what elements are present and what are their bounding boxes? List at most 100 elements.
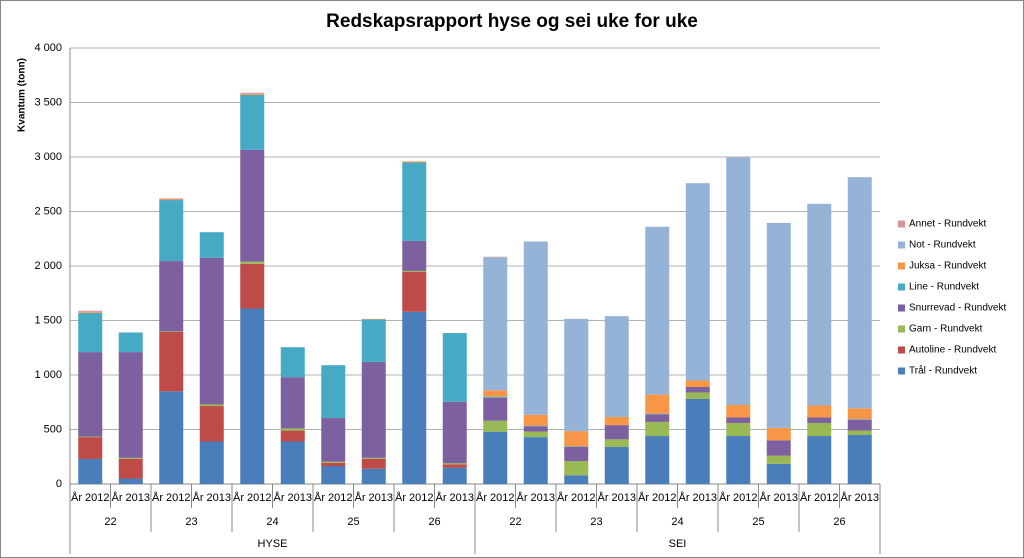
x-tick-label: År 2013 — [759, 491, 798, 504]
bar-segment — [847, 177, 872, 409]
bar-segment — [78, 312, 103, 353]
x-tick-label: År 2012 — [638, 491, 677, 504]
bar-segment — [118, 332, 143, 353]
bar-segment — [361, 318, 386, 320]
y-tick-label: 500 — [44, 423, 62, 435]
bar-segment — [807, 422, 832, 437]
x-tick-label: År 2013 — [273, 491, 312, 504]
legend-label: Not - Rundvekt — [909, 240, 976, 251]
week-label: 26 — [833, 516, 845, 528]
bar-segment — [847, 434, 872, 484]
y-axis-title: Kvantum (tonn) — [17, 58, 28, 132]
bar-segment — [361, 319, 386, 362]
x-tick-label: År 2013 — [678, 491, 717, 504]
bar-segment — [159, 198, 184, 200]
bar-segment — [685, 380, 710, 387]
legend-label: Autoline - Rundvekt — [909, 345, 996, 356]
x-tick-label: År 2012 — [719, 491, 758, 504]
x-tick-label: År 2012 — [152, 491, 191, 504]
bar-segment — [645, 414, 670, 422]
x-tick-label: År 2012 — [71, 491, 110, 504]
bar-segment — [483, 257, 508, 391]
legend-swatch — [898, 262, 905, 270]
legend-swatch — [898, 346, 905, 354]
bar-segment — [442, 333, 467, 402]
bar-segment — [766, 427, 791, 441]
week-label: 25 — [752, 516, 764, 528]
x-tick-label: År 2012 — [233, 491, 272, 504]
bar-segment — [442, 463, 467, 465]
bar-segment — [240, 149, 265, 262]
bar-segment — [847, 430, 872, 435]
bar-segment — [321, 418, 346, 462]
bar-segment — [442, 464, 467, 468]
bar-segment — [523, 431, 548, 438]
bar-segment — [402, 311, 427, 484]
bar-segment — [321, 461, 346, 463]
bar-segment — [564, 431, 589, 447]
bar-segment — [766, 463, 791, 484]
bar-segment — [78, 352, 103, 437]
y-tick-label: 1 500 — [34, 314, 62, 326]
legend-label: Juksa - Rundvekt — [909, 261, 986, 272]
bar-segment — [240, 263, 265, 309]
bar-segment — [321, 365, 346, 419]
bar-segment — [807, 436, 832, 484]
bar-segment — [199, 257, 224, 405]
legend-label: Trål - Rundvekt — [909, 365, 977, 377]
bar-segment — [847, 419, 872, 431]
bar-segment — [483, 397, 508, 421]
bar-segment — [645, 436, 670, 484]
y-tick-label: 4 000 — [34, 42, 62, 54]
bar-segment — [564, 475, 589, 484]
bar-segment — [361, 458, 386, 469]
y-tick-label: 3 500 — [34, 96, 62, 108]
bar-segment — [483, 256, 508, 258]
chart-title: Redskapsrapport hyse og sei uke for uke — [326, 11, 698, 32]
bar-segment — [199, 406, 224, 442]
y-tick-label: 0 — [56, 478, 62, 490]
bar-segment — [280, 441, 305, 484]
bar-segment — [240, 308, 265, 484]
bar-segment — [766, 440, 791, 456]
bar-segment — [483, 390, 508, 397]
bar-segment — [159, 199, 184, 201]
bar-segment — [564, 461, 589, 476]
bar-segment — [604, 316, 629, 417]
week-label: 23 — [185, 516, 197, 528]
bar-segment — [159, 391, 184, 484]
bar-segment — [159, 200, 184, 262]
week-label: 25 — [347, 516, 359, 528]
bar-segment — [361, 361, 386, 458]
x-tick-label: År 2012 — [314, 491, 353, 504]
bar-segment — [685, 392, 710, 399]
bar-segment — [78, 436, 103, 438]
y-tick-label: 2 000 — [34, 260, 62, 272]
legend-swatch — [898, 367, 905, 375]
legend-swatch — [898, 304, 905, 312]
species-label: SEI — [669, 538, 687, 550]
week-label: 24 — [266, 516, 278, 528]
bar-segment — [402, 271, 427, 312]
week-label: 26 — [428, 516, 440, 528]
bar-segment — [240, 92, 265, 94]
x-tick-label: År 2013 — [597, 491, 636, 504]
x-tick-label: År 2012 — [557, 491, 596, 504]
bar-segment — [807, 417, 832, 423]
legend-swatch — [898, 283, 905, 291]
x-tick-label: År 2012 — [476, 491, 515, 504]
week-label: 22 — [509, 516, 521, 528]
legend-label: Snurrevad - Rundvekt — [909, 303, 1006, 314]
x-tick-label: År 2012 — [800, 491, 839, 504]
bar-segment — [807, 203, 832, 406]
bar-segment — [847, 419, 872, 420]
y-tick-label: 1 000 — [34, 369, 62, 381]
bar-segment — [726, 157, 751, 405]
bar-segment — [159, 331, 184, 332]
bar-segment — [685, 398, 710, 484]
bar-segment — [564, 446, 589, 462]
bar-segment — [766, 455, 791, 464]
bar-segment — [78, 310, 103, 312]
bar-segment — [726, 436, 751, 484]
bar-segment — [159, 331, 184, 392]
